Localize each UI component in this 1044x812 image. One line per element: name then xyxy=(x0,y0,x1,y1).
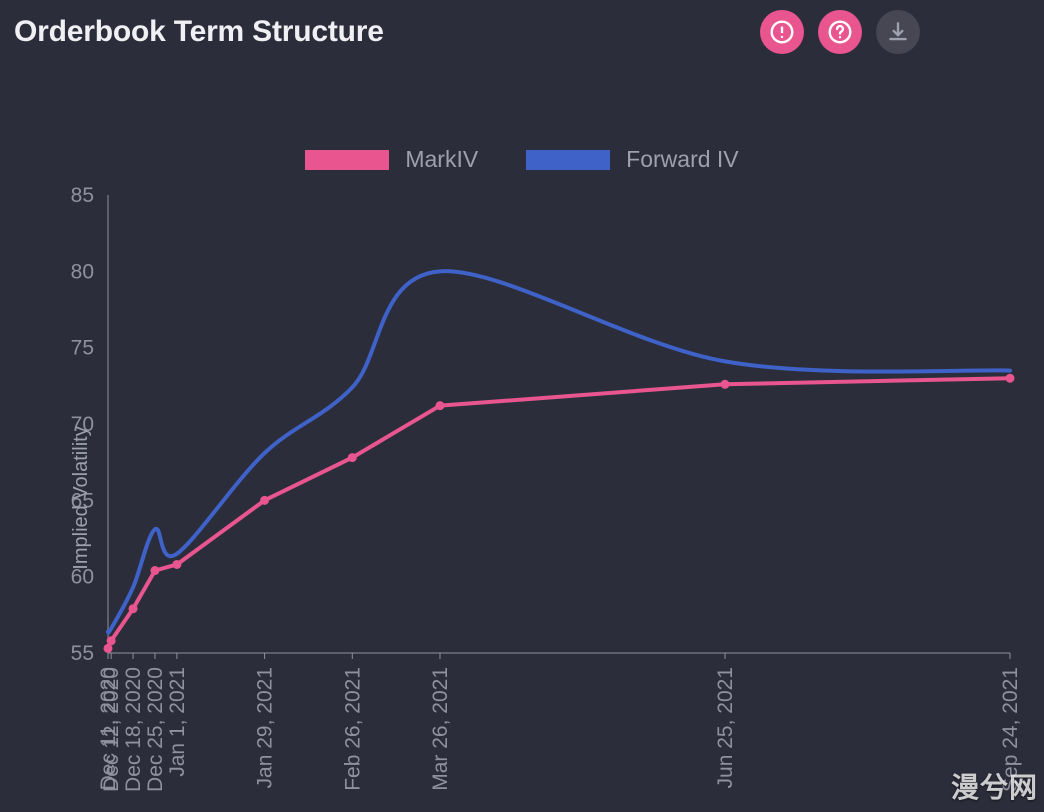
svg-text:Dec 12, 2020: Dec 12, 2020 xyxy=(100,667,123,792)
help-button[interactable] xyxy=(818,10,862,54)
legend-item-markiv[interactable]: MarkIV xyxy=(305,146,478,173)
svg-text:Jan 29, 2021: Jan 29, 2021 xyxy=(254,667,277,788)
term-structure-chart: 55606570758085Dec 11, 2020Dec 12, 2020De… xyxy=(0,183,1044,812)
help-icon xyxy=(827,19,853,45)
svg-text:Feb 26, 2021: Feb 26, 2021 xyxy=(341,667,364,791)
legend: MarkIV Forward IV xyxy=(0,146,1044,173)
svg-text:55: 55 xyxy=(71,642,94,665)
legend-swatch xyxy=(305,150,389,170)
svg-text:80: 80 xyxy=(71,260,94,283)
y-axis-label: Implied Volatility xyxy=(70,426,93,569)
svg-text:85: 85 xyxy=(71,184,94,207)
legend-swatch xyxy=(526,150,610,170)
warning-button[interactable] xyxy=(760,10,804,54)
svg-text:Mar 26, 2021: Mar 26, 2021 xyxy=(429,667,452,791)
legend-label: Forward IV xyxy=(626,146,738,173)
watermark: 漫兮网 xyxy=(951,766,1038,806)
download-button[interactable] xyxy=(876,10,920,54)
svg-text:Jan 1, 2021: Jan 1, 2021 xyxy=(166,667,189,777)
svg-text:Dec 18, 2020: Dec 18, 2020 xyxy=(122,667,145,792)
warning-icon xyxy=(769,19,795,45)
page-title: Orderbook Term Structure xyxy=(14,15,384,49)
legend-item-forwardiv[interactable]: Forward IV xyxy=(526,146,738,173)
legend-label: MarkIV xyxy=(405,146,478,173)
toolbar xyxy=(760,10,1030,54)
download-icon xyxy=(885,19,911,45)
svg-text:Jun 25, 2021: Jun 25, 2021 xyxy=(714,667,737,788)
svg-text:Dec 25, 2020: Dec 25, 2020 xyxy=(144,667,167,792)
svg-text:75: 75 xyxy=(71,337,94,360)
